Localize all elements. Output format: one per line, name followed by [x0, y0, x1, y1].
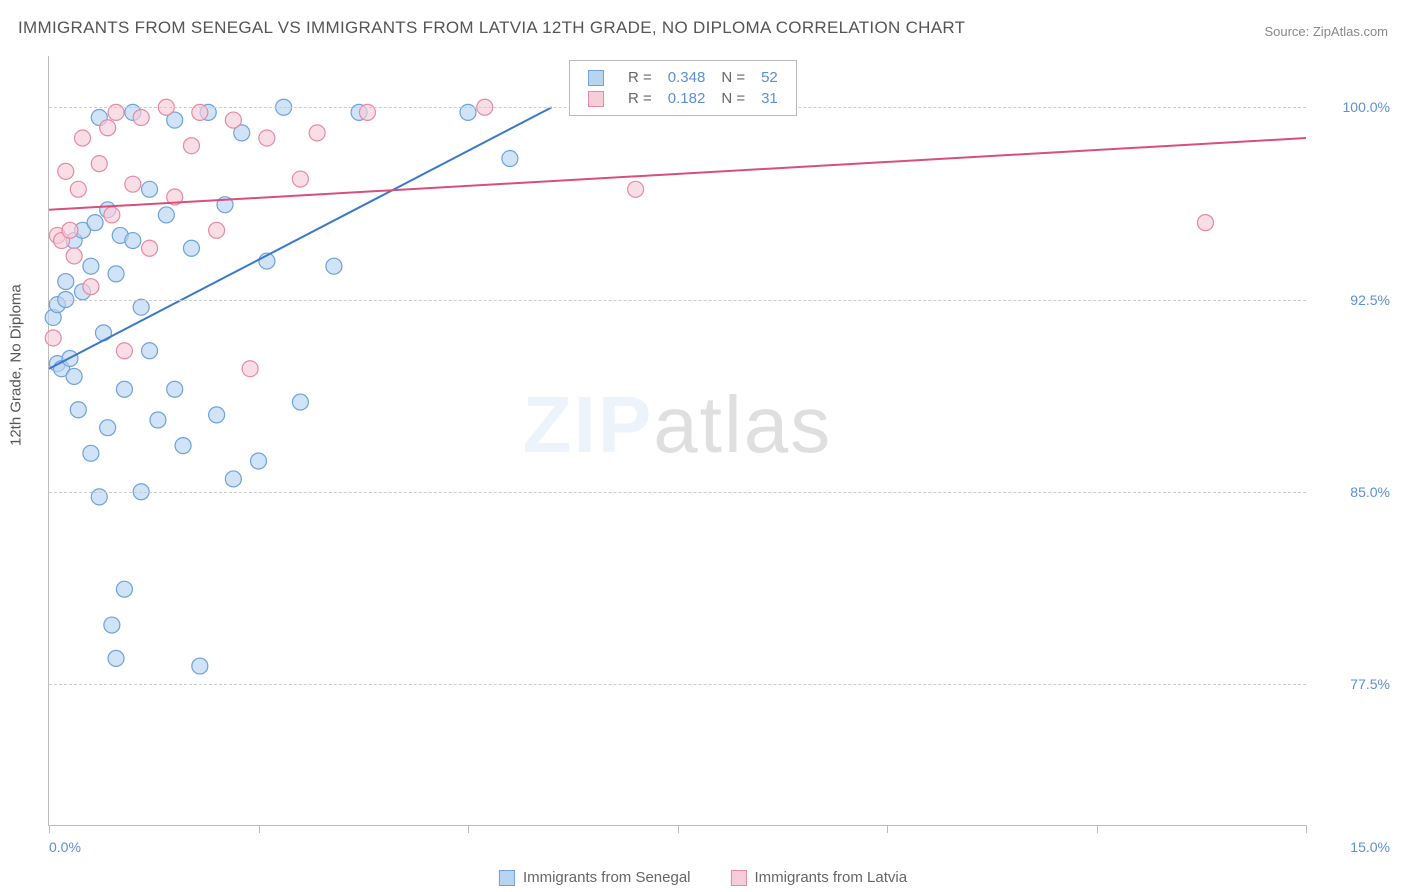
gridline — [49, 492, 1306, 493]
chart-title: IMMIGRANTS FROM SENEGAL VS IMMIGRANTS FR… — [18, 18, 965, 38]
scatter-point — [309, 125, 325, 141]
scatter-point — [125, 176, 141, 192]
scatter-point — [91, 156, 107, 172]
plot-area: ZIPatlas 0.0% 15.0% 77.5%85.0%92.5%100.0… — [48, 56, 1306, 826]
x-axis-min-label: 0.0% — [49, 839, 81, 855]
scatter-point — [108, 650, 124, 666]
scatter-point — [242, 361, 258, 377]
stats-n-value: 31 — [753, 88, 786, 109]
stats-r-label: R = — [620, 67, 660, 88]
scatter-point — [125, 233, 141, 249]
stats-n-label: N = — [713, 88, 753, 109]
x-tick — [1097, 825, 1098, 833]
chart-svg — [49, 56, 1306, 825]
scatter-point — [142, 181, 158, 197]
legend-label-senegal: Immigrants from Senegal — [523, 869, 691, 886]
stats-r-value: 0.348 — [660, 67, 714, 88]
scatter-point — [116, 343, 132, 359]
scatter-point — [1197, 215, 1213, 231]
scatter-point — [167, 381, 183, 397]
scatter-point — [116, 581, 132, 597]
scatter-point — [87, 215, 103, 231]
legend-swatch-latvia — [731, 870, 747, 886]
scatter-point — [209, 407, 225, 423]
scatter-point — [45, 330, 61, 346]
stats-n-label: N = — [713, 67, 753, 88]
x-tick — [49, 825, 50, 833]
stats-n-value: 52 — [753, 67, 786, 88]
correlation-stats-box: R =0.348N =52 R =0.182N =31 — [569, 60, 797, 116]
scatter-point — [259, 130, 275, 146]
stats-r-label: R = — [620, 88, 660, 109]
scatter-point — [66, 368, 82, 384]
scatter-point — [66, 248, 82, 264]
scatter-point — [628, 181, 644, 197]
x-tick — [887, 825, 888, 833]
scatter-point — [83, 258, 99, 274]
stats-swatch — [588, 91, 604, 107]
y-tick-label: 85.0% — [1350, 484, 1390, 500]
scatter-point — [104, 207, 120, 223]
x-tick — [259, 825, 260, 833]
stats-r-value: 0.182 — [660, 88, 714, 109]
scatter-point — [83, 445, 99, 461]
legend-item-senegal: Immigrants from Senegal — [499, 869, 691, 886]
y-tick-label: 77.5% — [1350, 676, 1390, 692]
legend-label-latvia: Immigrants from Latvia — [755, 869, 908, 886]
scatter-point — [116, 381, 132, 397]
scatter-point — [133, 110, 149, 126]
x-tick — [678, 825, 679, 833]
scatter-point — [150, 412, 166, 428]
scatter-point — [251, 453, 267, 469]
scatter-point — [292, 394, 308, 410]
x-tick — [468, 825, 469, 833]
gridline — [49, 684, 1306, 685]
source-attribution: Source: ZipAtlas.com — [1264, 24, 1388, 39]
scatter-point — [175, 438, 191, 454]
scatter-point — [133, 299, 149, 315]
gridline — [49, 300, 1306, 301]
scatter-point — [209, 222, 225, 238]
y-tick-label: 100.0% — [1343, 99, 1390, 115]
scatter-point — [142, 240, 158, 256]
trend-line — [49, 138, 1306, 210]
scatter-point — [108, 266, 124, 282]
scatter-point — [100, 420, 116, 436]
scatter-point — [70, 402, 86, 418]
scatter-point — [158, 207, 174, 223]
scatter-point — [100, 120, 116, 136]
chart-legend: Immigrants from Senegal Immigrants from … — [499, 869, 907, 886]
scatter-point — [192, 658, 208, 674]
scatter-point — [326, 258, 342, 274]
legend-item-latvia: Immigrants from Latvia — [731, 869, 908, 886]
y-tick-label: 92.5% — [1350, 292, 1390, 308]
stats-swatch — [588, 70, 604, 86]
scatter-point — [183, 240, 199, 256]
scatter-point — [292, 171, 308, 187]
scatter-point — [142, 343, 158, 359]
scatter-point — [225, 471, 241, 487]
y-axis-title: 12th Grade, No Diploma — [8, 284, 25, 446]
legend-swatch-senegal — [499, 870, 515, 886]
scatter-point — [83, 279, 99, 295]
scatter-point — [58, 274, 74, 290]
x-tick — [1306, 825, 1307, 833]
scatter-point — [225, 112, 241, 128]
scatter-point — [183, 138, 199, 154]
scatter-point — [502, 151, 518, 167]
x-axis-max-label: 15.0% — [1350, 839, 1390, 855]
scatter-point — [75, 130, 91, 146]
scatter-point — [58, 163, 74, 179]
scatter-point — [62, 222, 78, 238]
scatter-point — [70, 181, 86, 197]
scatter-point — [104, 617, 120, 633]
